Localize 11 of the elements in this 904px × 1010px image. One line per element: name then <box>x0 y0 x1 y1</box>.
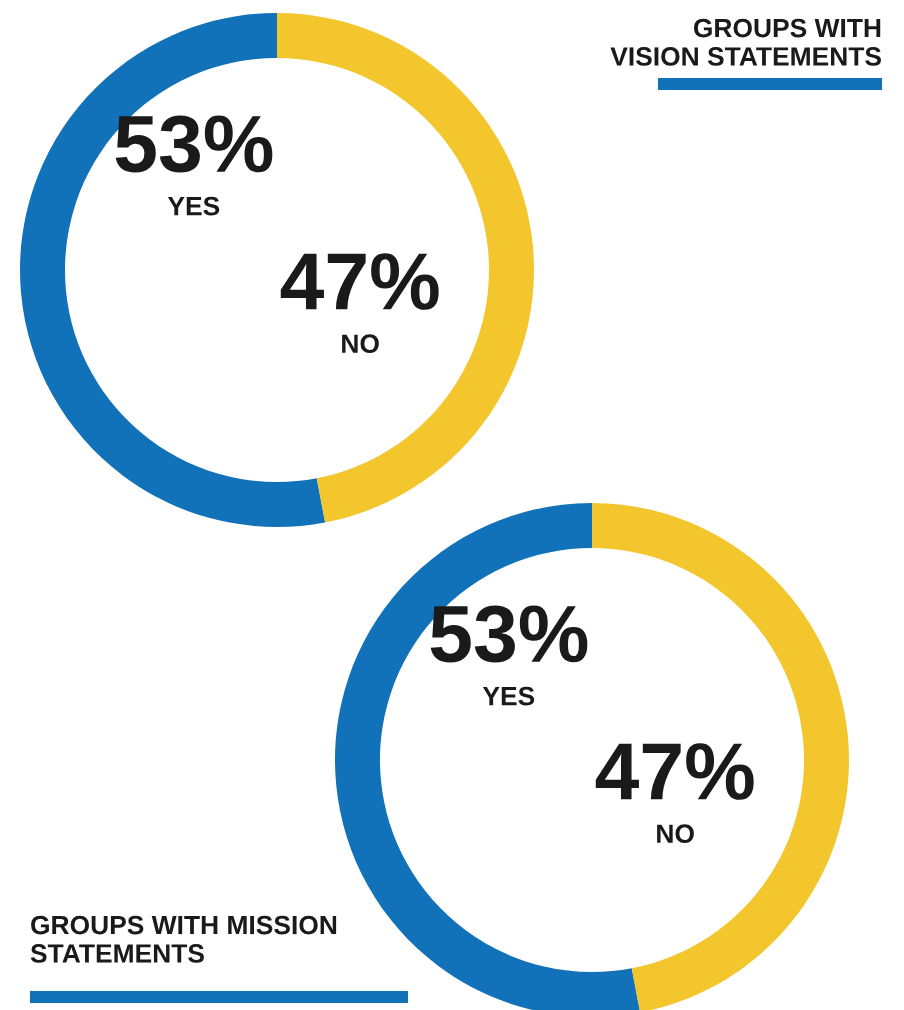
slice-label: NO <box>342 334 379 354</box>
data-label: 53% <box>115 115 273 173</box>
slice-label: YES <box>482 686 535 706</box>
data-label: 53% <box>430 605 588 663</box>
slice-label: YES <box>167 196 220 216</box>
donut-slice <box>277 13 534 523</box>
data-label: 47% <box>280 253 439 310</box>
data-label: 47% <box>595 743 754 800</box>
text: GROUPS WITH VISION STATEMENTS <box>610 18 881 66</box>
text: GROUPS WITH MISSION STATEMENTS <box>30 915 337 963</box>
slice-label: NO <box>657 824 694 844</box>
